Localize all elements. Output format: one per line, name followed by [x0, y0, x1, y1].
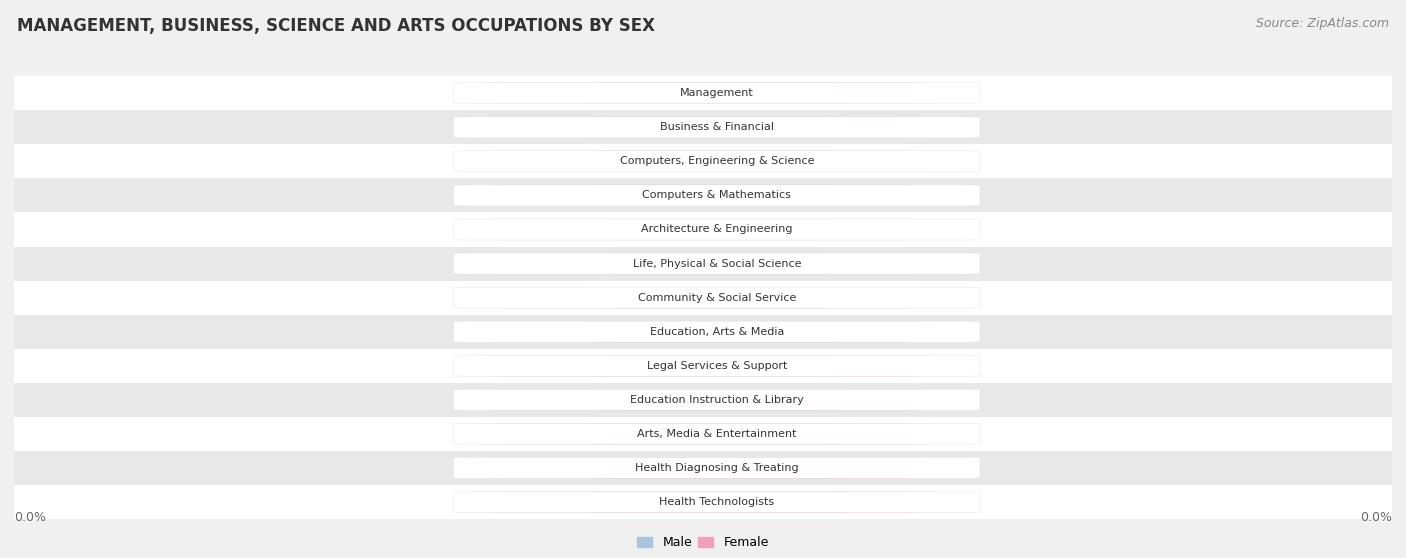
Text: Arts, Media & Entertainment: Arts, Media & Entertainment: [637, 429, 797, 439]
FancyBboxPatch shape: [475, 492, 851, 512]
FancyBboxPatch shape: [475, 424, 851, 444]
Text: Management: Management: [681, 88, 754, 98]
FancyBboxPatch shape: [454, 355, 980, 376]
Text: 0.0%: 0.0%: [882, 258, 911, 268]
Text: Business & Financial: Business & Financial: [659, 122, 773, 132]
Text: Education Instruction & Library: Education Instruction & Library: [630, 395, 804, 405]
FancyBboxPatch shape: [582, 321, 931, 342]
Text: 0.0%: 0.0%: [509, 224, 538, 234]
Text: Education, Arts & Media: Education, Arts & Media: [650, 326, 785, 336]
FancyBboxPatch shape: [475, 389, 851, 410]
Text: 0.0%: 0.0%: [882, 395, 911, 405]
FancyBboxPatch shape: [582, 492, 931, 512]
FancyBboxPatch shape: [475, 458, 851, 478]
Text: 0.0%: 0.0%: [14, 511, 46, 524]
Bar: [14, 76, 1392, 110]
Text: 0.0%: 0.0%: [509, 497, 538, 507]
Bar: [14, 247, 1392, 281]
Bar: [14, 485, 1392, 519]
Bar: [14, 383, 1392, 417]
Bar: [14, 451, 1392, 485]
Text: 0.0%: 0.0%: [509, 326, 538, 336]
FancyBboxPatch shape: [454, 83, 980, 104]
FancyBboxPatch shape: [582, 424, 931, 444]
Text: 0.0%: 0.0%: [509, 258, 538, 268]
Text: 0.0%: 0.0%: [882, 190, 911, 200]
FancyBboxPatch shape: [454, 219, 980, 240]
FancyBboxPatch shape: [475, 83, 851, 104]
Text: 0.0%: 0.0%: [509, 156, 538, 166]
FancyBboxPatch shape: [454, 117, 980, 138]
FancyBboxPatch shape: [582, 389, 931, 410]
FancyBboxPatch shape: [582, 185, 931, 206]
FancyBboxPatch shape: [475, 287, 851, 308]
Text: Health Diagnosing & Treating: Health Diagnosing & Treating: [636, 463, 799, 473]
Text: 0.0%: 0.0%: [882, 497, 911, 507]
FancyBboxPatch shape: [475, 355, 851, 376]
Text: 0.0%: 0.0%: [1360, 511, 1392, 524]
Bar: [14, 110, 1392, 145]
Text: 0.0%: 0.0%: [509, 88, 538, 98]
Text: 0.0%: 0.0%: [882, 88, 911, 98]
Text: 0.0%: 0.0%: [509, 292, 538, 302]
Text: Community & Social Service: Community & Social Service: [637, 292, 796, 302]
Text: 0.0%: 0.0%: [882, 463, 911, 473]
FancyBboxPatch shape: [582, 458, 931, 478]
Text: Life, Physical & Social Science: Life, Physical & Social Science: [633, 258, 801, 268]
FancyBboxPatch shape: [454, 185, 980, 206]
Text: 0.0%: 0.0%: [882, 360, 911, 371]
FancyBboxPatch shape: [582, 219, 931, 240]
FancyBboxPatch shape: [582, 117, 931, 138]
FancyBboxPatch shape: [454, 492, 980, 512]
Text: MANAGEMENT, BUSINESS, SCIENCE AND ARTS OCCUPATIONS BY SEX: MANAGEMENT, BUSINESS, SCIENCE AND ARTS O…: [17, 17, 655, 35]
Text: 0.0%: 0.0%: [509, 360, 538, 371]
Text: 0.0%: 0.0%: [509, 429, 538, 439]
Bar: [14, 315, 1392, 349]
Text: 0.0%: 0.0%: [509, 395, 538, 405]
Text: 0.0%: 0.0%: [509, 122, 538, 132]
FancyBboxPatch shape: [454, 287, 980, 308]
FancyBboxPatch shape: [454, 151, 980, 172]
Text: Architecture & Engineering: Architecture & Engineering: [641, 224, 793, 234]
Text: Computers, Engineering & Science: Computers, Engineering & Science: [620, 156, 814, 166]
Bar: [14, 213, 1392, 247]
Bar: [14, 179, 1392, 213]
FancyBboxPatch shape: [582, 83, 931, 104]
FancyBboxPatch shape: [454, 458, 980, 478]
Text: Computers & Mathematics: Computers & Mathematics: [643, 190, 792, 200]
FancyBboxPatch shape: [454, 321, 980, 342]
FancyBboxPatch shape: [475, 151, 851, 172]
FancyBboxPatch shape: [582, 253, 931, 274]
Text: 0.0%: 0.0%: [509, 463, 538, 473]
Text: 0.0%: 0.0%: [882, 156, 911, 166]
FancyBboxPatch shape: [475, 117, 851, 138]
FancyBboxPatch shape: [582, 287, 931, 308]
Legend: Male, Female: Male, Female: [633, 531, 773, 554]
FancyBboxPatch shape: [454, 253, 980, 274]
Bar: [14, 349, 1392, 383]
Bar: [14, 145, 1392, 179]
FancyBboxPatch shape: [582, 151, 931, 172]
FancyBboxPatch shape: [475, 185, 851, 206]
Text: 0.0%: 0.0%: [509, 190, 538, 200]
Bar: [14, 417, 1392, 451]
FancyBboxPatch shape: [475, 219, 851, 240]
Text: Legal Services & Support: Legal Services & Support: [647, 360, 787, 371]
Text: 0.0%: 0.0%: [882, 326, 911, 336]
Text: 0.0%: 0.0%: [882, 122, 911, 132]
Text: 0.0%: 0.0%: [882, 224, 911, 234]
FancyBboxPatch shape: [454, 424, 980, 444]
Text: Source: ZipAtlas.com: Source: ZipAtlas.com: [1256, 17, 1389, 30]
Text: 0.0%: 0.0%: [882, 429, 911, 439]
Bar: [14, 281, 1392, 315]
FancyBboxPatch shape: [475, 321, 851, 342]
Text: Health Technologists: Health Technologists: [659, 497, 775, 507]
FancyBboxPatch shape: [582, 355, 931, 376]
FancyBboxPatch shape: [475, 253, 851, 274]
FancyBboxPatch shape: [454, 389, 980, 410]
Text: 0.0%: 0.0%: [882, 292, 911, 302]
